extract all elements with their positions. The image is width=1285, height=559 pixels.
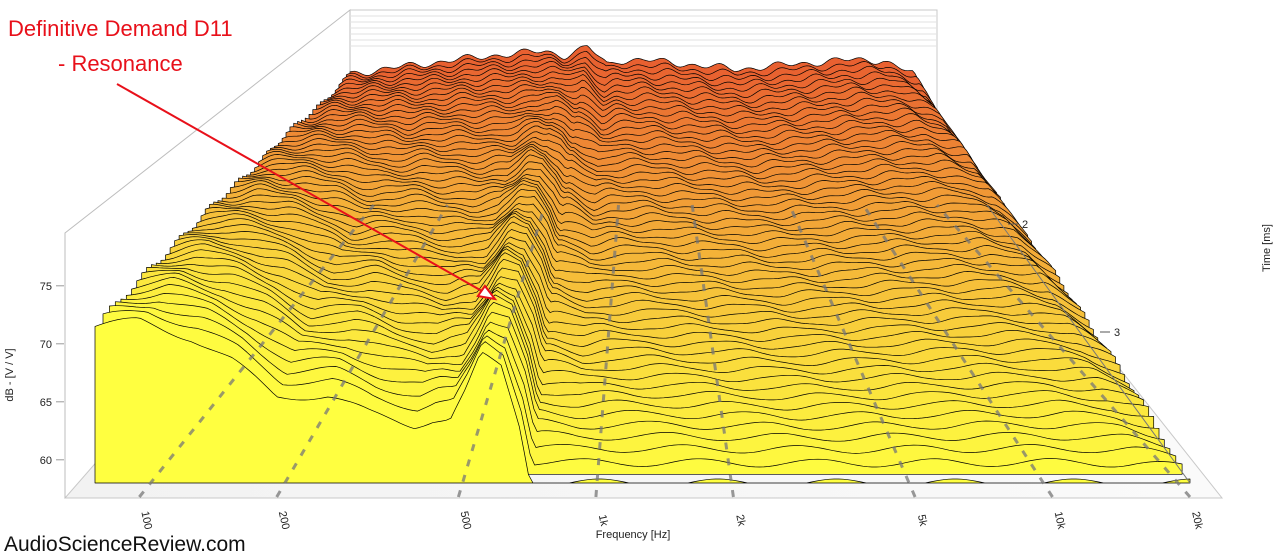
- y-axis-label: dB - [V / V]: [4, 348, 16, 401]
- x-tick-label-20k: 20k: [1189, 510, 1205, 530]
- z-axis-label: Time [ms]: [1261, 224, 1273, 272]
- annotation-title: Definitive Demand D11: [8, 16, 233, 41]
- y-tick-label-60: 60: [40, 455, 52, 467]
- annotation-subtitle: - Resonance: [58, 51, 183, 76]
- x-tick-label-10k: 10k: [1052, 510, 1068, 530]
- arrow-line: [116, 83, 490, 296]
- slice-0: [94, 317, 1191, 484]
- z-axis-ticks: 23: [986, 204, 1191, 484]
- grid-marker-500: [456, 204, 547, 498]
- frequency-grid-markers: [138, 204, 1192, 498]
- grid-marker-5k: [788, 204, 917, 498]
- x-tick-label-2k: 2k: [733, 513, 747, 527]
- grid-marker-1k: [594, 204, 620, 498]
- z-tick-label-2: 2: [1022, 219, 1028, 231]
- y-axis-ticks: 60 65 70 75: [40, 281, 64, 467]
- watermark: AudioScienceReview.com: [4, 533, 246, 556]
- resonance-arrow: [116, 83, 498, 301]
- x-tick-label-1k: 1k: [596, 513, 610, 527]
- x-tick-label-500: 500: [458, 510, 474, 530]
- z-tick-label-3: 3: [1114, 327, 1120, 339]
- grid-marker-2k: [690, 204, 735, 498]
- x-tick-label-200: 200: [276, 510, 292, 530]
- arrow-head: [476, 284, 498, 301]
- y-tick-label-65: 65: [40, 397, 52, 409]
- y-tick-label-70: 70: [40, 339, 52, 351]
- y-tick-label-75: 75: [40, 281, 52, 293]
- grid-marker-20k: [935, 204, 1192, 498]
- spectral-slices: [94, 45, 1191, 484]
- grid-marker-10k: [862, 204, 1054, 498]
- x-axis-label: Frequency [Hz]: [596, 529, 671, 541]
- x-tick-label-5k: 5k: [915, 513, 929, 527]
- x-tick-label-100: 100: [138, 510, 154, 530]
- x-axis-ticks: 100 200 500 1k 2k 5k 10k 20k: [138, 510, 1204, 531]
